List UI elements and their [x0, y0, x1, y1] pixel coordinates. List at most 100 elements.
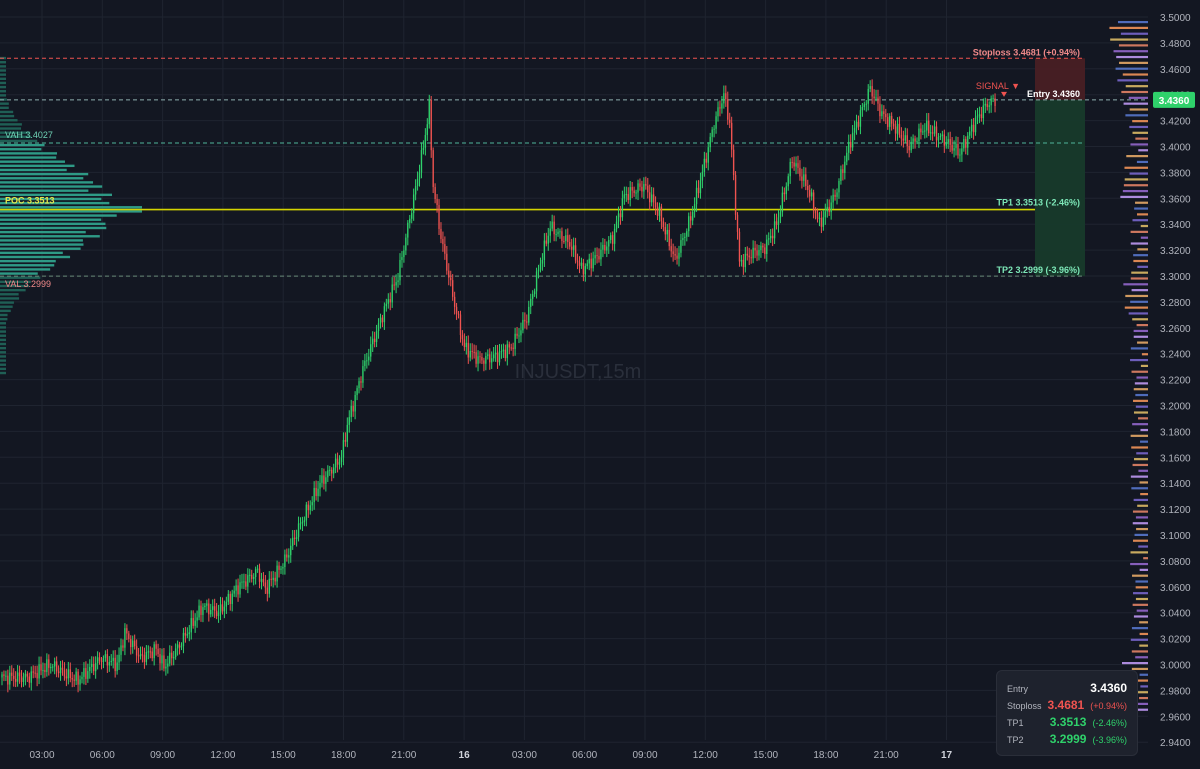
x-tick-label: 09:00 — [632, 750, 657, 761]
candle-body — [500, 351, 503, 353]
price-levels — [0, 57, 1148, 277]
y-tick-label: 3.2000 — [1160, 402, 1191, 413]
candle-body — [838, 181, 840, 193]
info-entry-value: 3.4360 — [1090, 681, 1127, 695]
candle-body — [709, 136, 711, 148]
candle-body — [69, 669, 71, 679]
candle-body — [340, 457, 343, 463]
candle-body — [939, 135, 942, 138]
candle-body — [120, 645, 122, 655]
candle-body — [887, 117, 889, 127]
profile-bar-right — [1129, 108, 1148, 111]
candle-body — [412, 194, 415, 214]
profile-bar-right — [1130, 551, 1148, 554]
candle-body — [381, 317, 384, 323]
candle-body — [219, 604, 222, 613]
profile-bar — [0, 148, 42, 151]
candle-body — [613, 228, 616, 244]
info-tp1-label: TP1 — [1007, 718, 1024, 728]
candle-body — [510, 347, 512, 349]
candle-body — [315, 487, 317, 497]
candle-body — [746, 253, 748, 256]
candle-body — [229, 593, 231, 604]
profile-bar — [0, 359, 6, 362]
candle-body — [931, 132, 934, 134]
candle-body — [818, 217, 821, 219]
candle-body — [249, 574, 251, 576]
candle-body — [290, 545, 292, 556]
candle-body — [235, 585, 237, 591]
candle-body — [401, 257, 403, 260]
candle-body — [892, 123, 895, 127]
candle-body — [621, 198, 624, 218]
candle-body — [167, 663, 169, 667]
candle-body — [664, 227, 667, 235]
candle-body — [135, 646, 138, 656]
profile-bar-right — [1125, 294, 1148, 298]
candle-body — [688, 216, 690, 232]
candle-body — [992, 98, 994, 100]
candle-body — [459, 314, 462, 336]
candle-body — [793, 162, 795, 167]
candle-body — [313, 487, 315, 503]
profile-bar — [0, 293, 19, 296]
candle-body — [690, 216, 692, 221]
candle-body — [14, 678, 17, 682]
candle-body — [151, 651, 153, 659]
profile-bar — [0, 131, 31, 134]
profile-bar-right — [1135, 656, 1148, 659]
candle-body — [57, 671, 60, 674]
x-tick-label: 09:00 — [150, 750, 175, 761]
profile-bar-right — [1125, 114, 1148, 117]
candle-body — [754, 247, 756, 251]
profile-bar — [0, 255, 71, 259]
candle-body — [465, 342, 468, 348]
profile-bar — [0, 284, 29, 288]
profile-bar-right — [1131, 627, 1148, 630]
profile-bar-right — [1113, 50, 1148, 53]
candle-body — [717, 107, 719, 117]
y-tick-label: 3.2400 — [1160, 350, 1191, 361]
candle-body — [233, 590, 235, 594]
candle-body — [393, 284, 395, 286]
candle-body — [533, 291, 536, 295]
candle-body — [174, 648, 177, 658]
candle-body — [768, 238, 770, 240]
candle-body — [128, 633, 130, 640]
candle-body — [598, 256, 600, 260]
candle-body — [420, 150, 423, 173]
profile-bar-right — [1134, 207, 1148, 210]
candle-body — [875, 97, 877, 99]
candle-body — [75, 671, 77, 681]
candle-body — [350, 405, 352, 418]
profile-bar-right — [1120, 195, 1148, 199]
x-tick-label: 06:00 — [572, 750, 597, 761]
profile-bar-right — [1130, 347, 1148, 350]
candle-body — [574, 245, 577, 261]
y-tick-label: 3.1000 — [1160, 531, 1191, 542]
profile-bar — [0, 222, 106, 226]
candle-body — [777, 217, 780, 225]
candle-body — [801, 176, 803, 181]
candle-body — [256, 568, 259, 570]
profile-bar-right — [1135, 586, 1148, 589]
profile-bar-right — [1128, 312, 1148, 315]
candle-body — [61, 667, 64, 670]
profile-bar-right — [1130, 143, 1148, 146]
candle-body — [338, 462, 341, 465]
profile-bar-right — [1131, 289, 1148, 292]
profile-bar-right — [1134, 702, 1148, 705]
candle-body — [373, 338, 376, 343]
profile-bar-right — [1122, 662, 1148, 665]
profile-bar — [0, 69, 6, 72]
candle-body — [36, 673, 38, 679]
candle-body — [799, 167, 801, 177]
candle-body — [742, 259, 745, 268]
candle-body — [409, 218, 411, 223]
candle-body — [988, 105, 990, 107]
candle-body — [395, 282, 397, 286]
candle-body — [715, 116, 717, 129]
candle-body — [978, 114, 981, 116]
